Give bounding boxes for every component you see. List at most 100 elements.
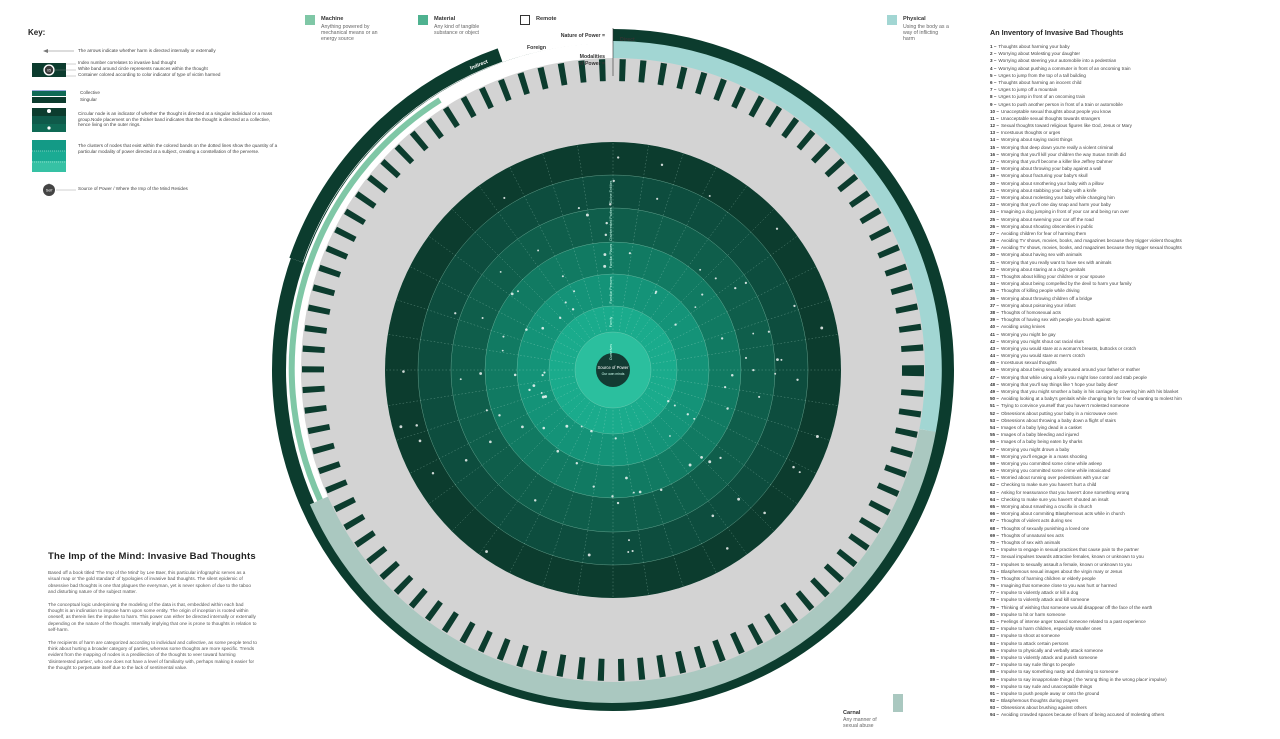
inventory-item-text: Worrying about steering your automobile … xyxy=(998,58,1117,64)
inventory-item: 10 – Unacceptable sexual thoughts about p… xyxy=(990,108,1275,115)
inventory-item-text: Avoiding looking at a baby's genitals wh… xyxy=(1000,396,1182,402)
inventory-item: 9 – Urges to push another person in front… xyxy=(990,101,1275,108)
description-panel: The Imp of the Mind: Invasive Bad Though… xyxy=(48,551,258,678)
inventory-item-text: Blasphemous sexual images about the virg… xyxy=(1000,568,1123,574)
thought-node xyxy=(485,550,488,553)
modality-label-2: of Power = xyxy=(579,61,605,67)
inventory-item: 39 – Thoughts of having sex with people y… xyxy=(990,316,1275,323)
inventory-item-text: Worrying about throwing your baby agains… xyxy=(1000,166,1102,172)
key-circular-text: Circular node is an indicator of whether… xyxy=(78,111,273,128)
inventory-item: 94 – Avoiding crowded spaces because of f… xyxy=(990,711,1275,718)
inventory-item-number: 39 – xyxy=(990,317,999,323)
inventory-item-number: 80 – xyxy=(990,611,999,617)
inventory-item-number: 56 – xyxy=(990,439,999,445)
thought-node xyxy=(399,425,403,429)
inventory-item: 43 – Worrying you would stare at a woman'… xyxy=(990,345,1275,352)
inventory-item: 63 – Asking for reassurance that you have… xyxy=(990,489,1275,496)
inventory-item-text: Worrying about molesting your baby while… xyxy=(1000,194,1115,200)
thought-node xyxy=(673,404,676,407)
inventory-item-text: Impulse to attack certain persons xyxy=(1000,640,1069,646)
thought-node xyxy=(592,485,595,488)
inventory-item-text: Worrying you might shout out racial slur… xyxy=(1000,338,1084,344)
inventory-item: 45 – Incestuous sexual thoughts xyxy=(990,359,1275,366)
cluster-icon xyxy=(32,150,66,163)
inventory-item-text: Worrying that you'll kill your children … xyxy=(1000,151,1126,157)
inventory-item-number: 27 – xyxy=(990,230,999,236)
thought-node xyxy=(485,409,488,412)
gray-band xyxy=(301,58,925,682)
thought-node xyxy=(726,547,729,550)
thought-node xyxy=(544,395,548,399)
thought-node xyxy=(793,304,796,308)
inventory-item-text: Avoiding using knives xyxy=(1000,324,1046,330)
inventory-item-number: 22 – xyxy=(990,194,999,200)
thought-node xyxy=(431,472,435,475)
inventory-item-text: Thinking of wishing that someone would d… xyxy=(1000,604,1153,610)
inventory-item-text: Obsessions about brushing against others xyxy=(1000,705,1087,711)
inventory-item-number: 54 – xyxy=(990,424,999,430)
inventory-item: 66 – Worrying about commiting Blasphemous… xyxy=(990,510,1275,517)
inventory-item: 14 – Worrying about saying racist things xyxy=(990,136,1275,143)
inventory-item-text: Urges to jump in front of an oncoming tr… xyxy=(998,94,1086,100)
thought-node xyxy=(489,440,492,444)
center-label: Source of Power xyxy=(598,365,630,370)
thought-node xyxy=(632,491,635,494)
inventory-item: 82 – Impulse to harm children, especially… xyxy=(990,625,1275,632)
inventory-item-number: 57 – xyxy=(990,446,999,452)
thought-node xyxy=(776,358,779,361)
thought-node xyxy=(415,424,418,427)
inventory-item-text: Worrying that you really want to have se… xyxy=(1000,259,1112,265)
inventory-item-number: 32 – xyxy=(990,266,999,272)
inventory-item: 92 – Blasphemous thoughts during prayers xyxy=(990,697,1275,704)
inventory-item: 70 – Thoughts of sex with animals xyxy=(990,539,1275,546)
inventory-item-number: 82 – xyxy=(990,626,999,632)
node-cluster xyxy=(399,156,824,557)
inventory-item-number: 19 – xyxy=(990,173,999,179)
inventory-item-number: 85 – xyxy=(990,647,999,653)
thought-node xyxy=(605,221,608,225)
inventory-list: 1 – Thoughts about harming your baby 2 – Wo… xyxy=(990,43,1275,719)
description-title: The Imp of the Mind: Invasive Bad Though… xyxy=(48,551,256,562)
thought-node xyxy=(700,455,703,459)
thought-node xyxy=(625,476,628,480)
thought-node xyxy=(616,156,620,159)
inventory-item: 69 – Thoughts of unnatural sex acts xyxy=(990,532,1275,539)
material-swatch xyxy=(418,15,428,25)
thought-node xyxy=(667,399,670,403)
inventory-item: 35 – Thoughts of killing people while dri… xyxy=(990,287,1275,294)
thought-node xyxy=(726,407,729,410)
inventory-item-number: 52 – xyxy=(990,410,999,416)
inventory-item-text: Images of a baby lying dead in a casket xyxy=(1000,424,1082,430)
physical-band xyxy=(612,41,942,433)
thought-node xyxy=(655,290,658,293)
inventory-item: 37 – Worrying about poisoning your infant xyxy=(990,302,1275,309)
inventory-item-text: Avoiding TV shows, movies, books, and ma… xyxy=(1000,245,1182,251)
thought-node xyxy=(609,203,612,206)
inventory-item-number: 68 – xyxy=(990,525,999,531)
inventory-item: 5 – Urges to jump from the top of a tall … xyxy=(990,72,1275,79)
key-title: Key: xyxy=(28,28,46,37)
inventory-item: 21 – Worrying about stabbing your baby wi… xyxy=(990,187,1275,194)
self-badge-text: Self xyxy=(46,188,53,192)
nature-label: Nature of Power = xyxy=(561,33,605,39)
inventory-item-text: Worrying about fracturing your baby's sk… xyxy=(1000,173,1088,179)
inventory-item-text: Impulse to harm children, especially sma… xyxy=(1000,626,1102,632)
inventory-item: 8 – Urges to jump in front of an oncoming… xyxy=(990,93,1275,100)
inventory-item: 55 – Images of a baby bleeding and injure… xyxy=(990,431,1275,438)
thought-node xyxy=(674,323,677,326)
ring-labels: Ourselves Family Familiar Persons Famili… xyxy=(609,180,613,360)
inventory-item-number: 34 – xyxy=(990,281,999,287)
inventory-item: 29 – Avoiding TV shows, movies, books, an… xyxy=(990,244,1275,251)
inventory-item: 7 – Urges to jump off a mountain xyxy=(990,86,1275,93)
inventory-item-text: Worrying you committed some crime while … xyxy=(1000,460,1102,466)
inventory-item-number: 17 – xyxy=(990,159,999,164)
thought-node xyxy=(767,330,770,333)
thought-node xyxy=(564,301,567,304)
inventory-item: 88 – Impulse to say something nasty and d… xyxy=(990,668,1275,675)
inventory-item: 44 – Worrying you would stare at men's cr… xyxy=(990,352,1275,359)
inventory-item-text: Worrying about throwing children off a b… xyxy=(1000,295,1093,301)
inventory-item: 78 – Impulse to violently attack and kill… xyxy=(990,596,1275,603)
inventory-item: 22 – Worrying about molesting your baby w… xyxy=(990,194,1275,201)
inventory-item-text: Worrying about poisoning your infant xyxy=(1000,302,1076,308)
remote-swatch xyxy=(520,15,530,25)
